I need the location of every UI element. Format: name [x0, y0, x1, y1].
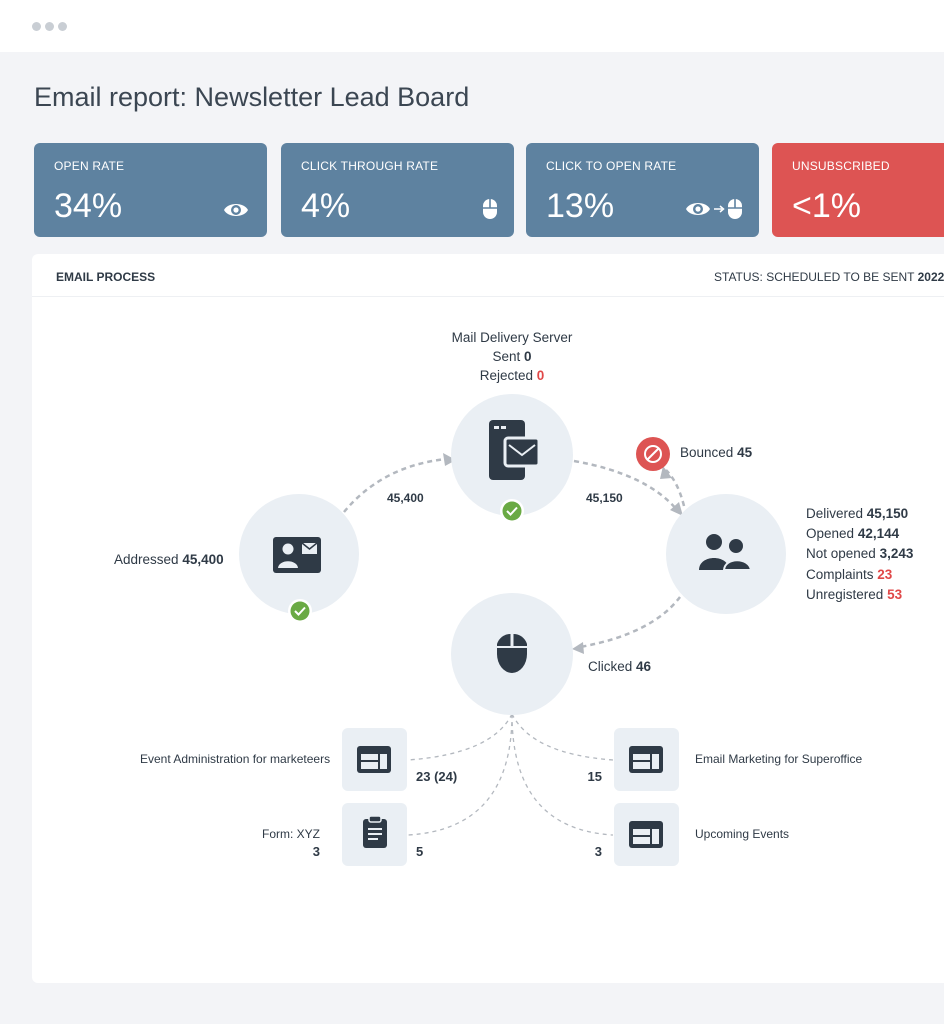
server-check-icon [500, 499, 524, 523]
arrowhead [670, 502, 683, 516]
arrowhead [660, 466, 672, 479]
panel-title: EMAIL PROCESS [56, 270, 156, 284]
arrowhead [443, 453, 456, 466]
status-label: STATUS: SCHEDULED TO BE SENT [714, 270, 915, 284]
panel-divider [32, 296, 944, 297]
edge-clicked-event-admin [407, 713, 513, 761]
status-date: 2022/12/2 [917, 270, 944, 284]
server-label: Mail Delivery Server Sent 0 Rejected 0 [432, 328, 592, 385]
card-label: CLICK TO OPEN RATE [546, 159, 677, 173]
card-label: UNSUBSCRIBED [792, 159, 890, 173]
edge-recipients-clicked [579, 596, 681, 649]
card-value: 34% [54, 187, 123, 225]
mouse-icon [483, 199, 497, 219]
clicked-label: Clicked 46 [588, 659, 652, 674]
bounced-label: Bounced 45 [680, 445, 753, 460]
page-title: Email report: Newsletter Lead Board [34, 82, 470, 112]
window-dot-3-icon[interactable] [58, 22, 67, 31]
click-through-rate-card[interactable]: CLICK THROUGH RATE 4% [281, 143, 514, 237]
window-dot-1-icon[interactable] [32, 22, 41, 31]
edge-clicked-upcoming-events [511, 713, 614, 836]
link-count-event-admin: 23 (24) [416, 769, 458, 784]
open-rate-card[interactable]: OPEN RATE 34% [34, 143, 267, 237]
edge-server-recipients [573, 459, 678, 511]
edge-clicked-email-marketing [511, 713, 614, 761]
link-name-upcoming-events: Upcoming Events [695, 827, 790, 841]
blocked-icon [636, 437, 670, 471]
edge-addressed-server [343, 457, 447, 513]
server-name: Mail Delivery Server [451, 330, 573, 345]
people-icon [699, 534, 753, 571]
edge-label-addressed-server: 45,400 [387, 491, 424, 505]
addressed-label: Addressed 45,400 [114, 552, 224, 567]
link-name-form: Form: XYZ [261, 827, 320, 841]
contact-card-icon [273, 537, 321, 573]
email-process-panel: EMAIL PROCESS STATUS: SCHEDULED TO BE SE… [32, 254, 944, 983]
flow-diagram [239, 394, 786, 866]
arrowhead [572, 642, 584, 654]
card-value: 4% [301, 187, 351, 225]
addressed-check-icon [288, 599, 312, 623]
stat-delivered: Delivered 45,150 [806, 506, 909, 521]
card-value: <1% [792, 187, 861, 225]
link-name-email-marketing: Email Marketing for Superoffice [695, 752, 863, 766]
stat-not-opened: Not opened 3,243 [806, 546, 914, 562]
unsubscribed-card[interactable]: UNSUBSCRIBED <1% [772, 143, 944, 237]
server-sent: Sent 0 [492, 349, 532, 364]
card-label: CLICK THROUGH RATE [301, 159, 439, 173]
link-count-email-marketing: 15 [587, 769, 602, 784]
webpage-icon [357, 746, 391, 773]
edge-recipients-bounced [665, 469, 686, 507]
edge-label-server-recipients: 45,150 [586, 491, 623, 505]
webpage-icon [629, 821, 663, 848]
card-value: 13% [546, 187, 615, 225]
link-name-event-admin: Event Administration for marketeers [140, 752, 331, 766]
window-titlebar [0, 0, 944, 52]
link-count-form: 5 [416, 844, 424, 859]
server-rejected: Rejected 0 [479, 368, 545, 383]
webpage-icon [629, 746, 663, 773]
click-to-open-rate-card[interactable]: CLICK TO OPEN RATE 13% [526, 143, 759, 237]
eye-to-mouse-icon [686, 199, 742, 219]
recipients-node[interactable] [666, 494, 786, 614]
link-sub-form: 3 [312, 844, 320, 859]
window-dot-2-icon[interactable] [45, 22, 54, 31]
stat-opened: Opened 42,144 [806, 526, 900, 542]
edge-clicked-form [407, 713, 513, 836]
card-label: OPEN RATE [54, 159, 125, 173]
stat-unregistered: Unregistered 53 [806, 586, 903, 602]
clipboard-icon [363, 815, 387, 848]
stat-complaints: Complaints 23 [806, 566, 893, 582]
recipients-stats: Delivered 45,150 Opened 42,144 Not opene… [806, 504, 913, 605]
status-text: STATUS: SCHEDULED TO BE SENT 2022/12/2 [714, 270, 944, 284]
eye-icon [224, 204, 248, 216]
link-count-upcoming-events: 3 [594, 844, 602, 859]
mail-server-icon [489, 420, 541, 480]
mouse-icon [497, 633, 527, 673]
